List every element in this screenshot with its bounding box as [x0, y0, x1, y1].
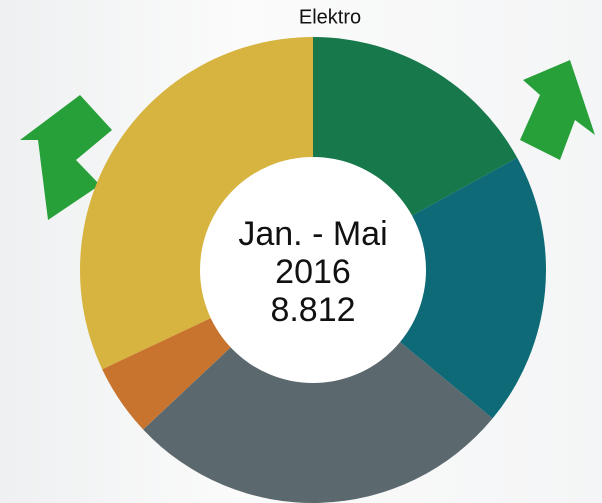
donut-hole	[200, 157, 426, 383]
arrow-left	[20, 95, 112, 220]
arrow-right	[520, 60, 595, 160]
center-label: Jan. - Mai 2016 8.812	[238, 215, 387, 329]
slice	[143, 270, 493, 503]
chart-title: Elektro	[298, 6, 362, 29]
center-line: 8.812	[270, 291, 356, 329]
slice	[313, 157, 546, 419]
center-line: Jan. - Mai	[238, 215, 388, 253]
center-line: 2016	[275, 253, 351, 291]
